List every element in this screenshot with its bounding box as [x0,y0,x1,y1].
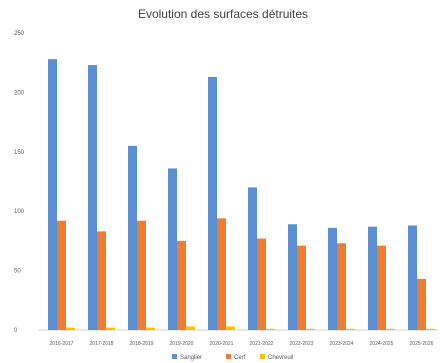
x-axis: 2016-2017 2017-2018 2018-2019 2019-2020 2020… [50,341,434,347]
y-tick-label: 100 [14,209,25,215]
bar-chevreuil-2018-2019 [146,327,155,330]
x-tick-label: 2022-2023 [290,341,314,347]
bar-sanglier-2025-2026 [408,225,417,330]
bar-sanglier-2018-2019 [128,145,137,330]
x-tick-label: 2025-2026 [410,341,434,347]
x-tick-label: 2021-2022 [250,341,274,347]
bar-chevreuil-2019-2020 [186,326,195,330]
bar-cerf-2025-2026 [417,278,426,330]
bar-sanglier-2022-2023 [288,224,297,330]
bar-chevreuil-2022-2023 [306,328,315,330]
x-tick-label: 2020-2021 [210,341,234,347]
bar-sanglier-2021-2022 [248,187,257,330]
bar-chevreuil-2021-2022 [266,328,275,330]
bar-sanglier-2020-2021 [208,76,217,331]
bar-chevreuil-2016-2017 [66,327,75,330]
bar-chevreuil-2025-2026 [426,328,435,330]
bar-sanglier-2017-2018 [88,65,97,331]
x-tick-label: 2018-2019 [130,341,154,347]
legend-swatch-sanglier [172,354,177,359]
bar-chevreuil-2017-2018 [106,327,115,330]
x-tick-label: 2023-2024 [330,341,354,347]
legend-label-sanglier: Sanglier [180,355,202,361]
bar-chevreuil-2023-2024 [346,328,355,330]
bar-chevreuil-2020-2021 [226,326,235,330]
x-tick-label: 2019-2020 [170,341,194,347]
bar-cerf-2017-2018 [97,231,106,330]
bar-cerf-2024-2025 [377,245,386,330]
y-axis: 0 50 100 150 200 250 [14,31,25,334]
chart-title: Evolution des surfaces détruites [138,7,308,21]
y-tick-label: 250 [14,31,25,37]
legend-swatch-cerf [226,354,231,359]
x-tick-label: 2024-2025 [370,341,394,347]
bar-cerf-2023-2024 [337,243,346,330]
legend-swatch-chevreuil [260,354,265,359]
x-tick-label: 2016-2017 [50,341,74,347]
y-tick-label: 200 [14,90,25,96]
bars [48,59,435,331]
bar-chevreuil-2024-2025 [386,328,395,330]
bar-sanglier-2016-2017 [48,59,57,331]
y-tick-label: 0 [14,328,18,334]
legend-label-cerf: Cerf [234,355,246,361]
legend: Sanglier Cerf Chevreuil [172,354,293,361]
legend-label-chevreuil: Chevreuil [268,355,293,361]
bar-sanglier-2023-2024 [328,227,337,330]
x-tick-label: 2017-2018 [90,341,114,347]
bar-cerf-2020-2021 [217,218,226,330]
bar-cerf-2018-2019 [137,220,146,330]
bar-cerf-2022-2023 [297,245,306,330]
y-tick-label: 150 [14,150,25,156]
bar-sanglier-2019-2020 [168,168,177,330]
bar-cerf-2019-2020 [177,240,186,330]
y-tick-label: 50 [14,269,21,275]
bar-cerf-2016-2017 [57,220,66,330]
bar-sanglier-2024-2025 [368,226,377,330]
bar-cerf-2021-2022 [257,238,266,330]
